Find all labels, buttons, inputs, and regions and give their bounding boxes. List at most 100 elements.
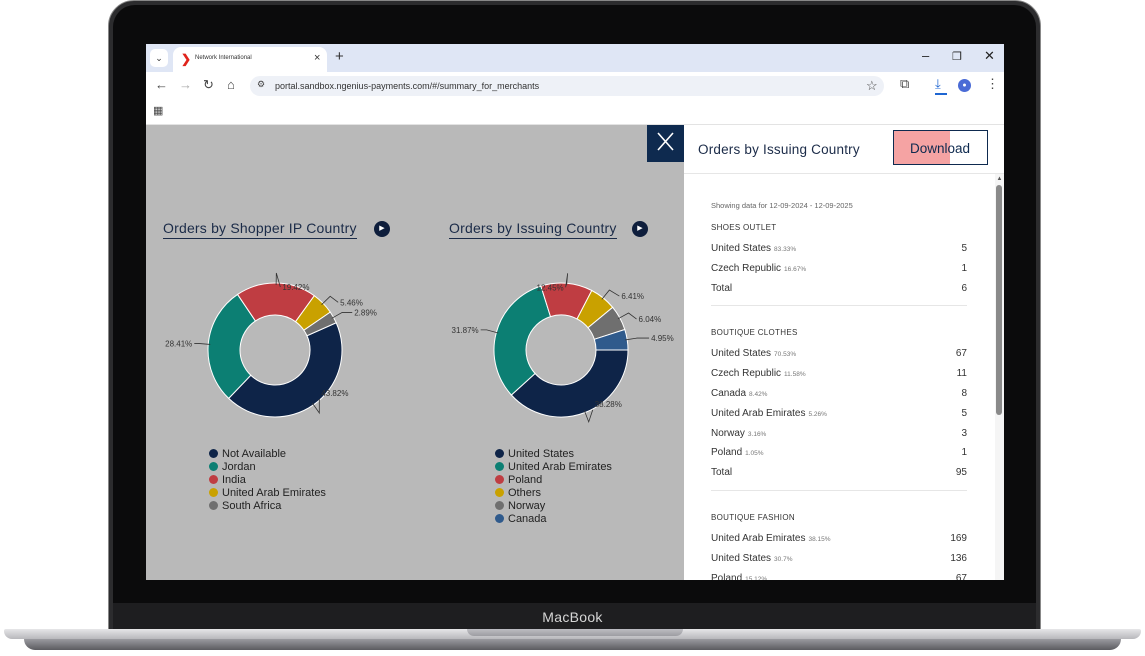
legend-swatch bbox=[209, 462, 218, 471]
slice-percent-label: 43.82% bbox=[321, 389, 348, 398]
minimize-button[interactable]: – bbox=[922, 48, 930, 63]
address-bar[interactable]: ⚙ portal.sandbox.ngenius-payments.com/#/… bbox=[250, 76, 884, 96]
legend-item[interactable]: India bbox=[209, 474, 326, 487]
country-row: United Arab Emirates 5.26% 5 bbox=[711, 408, 967, 422]
order-count: 3 bbox=[961, 427, 967, 439]
slice-leader-line bbox=[625, 337, 650, 341]
slice-leader-line bbox=[194, 343, 211, 345]
country-name: Poland bbox=[711, 572, 743, 580]
legend-label: Jordan bbox=[222, 461, 256, 473]
legend-swatch bbox=[209, 501, 218, 510]
shopper-ip-expand-icon[interactable]: ▶ bbox=[374, 221, 390, 237]
donut-slice-not-available[interactable] bbox=[227, 322, 343, 418]
close-icon bbox=[657, 132, 674, 151]
bookmark-star-icon[interactable]: ☆ bbox=[866, 78, 878, 93]
order-count: 5 bbox=[961, 243, 967, 254]
legend-label: Not Available bbox=[222, 448, 287, 460]
country-name: Total bbox=[711, 282, 733, 294]
country-row: Norway 3.16% 3 bbox=[711, 428, 967, 442]
slice-leader-line bbox=[584, 409, 594, 424]
donut-slice-united-arab-emirates[interactable] bbox=[493, 285, 552, 396]
profile-avatar[interactable]: ● bbox=[958, 79, 971, 92]
group-divider bbox=[711, 490, 967, 491]
legend-item[interactable]: Not Available bbox=[209, 448, 326, 461]
apps-grid-icon[interactable]: ▦ bbox=[153, 105, 164, 117]
slice-leader-line bbox=[275, 272, 281, 288]
legend-item[interactable]: South Africa bbox=[209, 500, 326, 513]
laptop-brand: MacBook bbox=[542, 609, 603, 625]
donut-slice-south-africa[interactable] bbox=[303, 311, 337, 337]
country-row: United States 30.7% 136 bbox=[711, 553, 967, 567]
legend-item[interactable]: Canada bbox=[495, 513, 612, 526]
country-name: United States bbox=[711, 348, 772, 360]
group-title: SHOES OUTLET bbox=[711, 223, 777, 232]
download-icon[interactable]: ⤓ bbox=[935, 76, 941, 91]
donut-slice-jordan[interactable] bbox=[207, 293, 257, 400]
legend-item[interactable]: Norway bbox=[495, 500, 612, 513]
shopper-ip-chart-title[interactable]: Orders by Shopper IP Country bbox=[163, 220, 357, 239]
download-progress-indicator bbox=[935, 93, 947, 95]
donut-slice-canada[interactable] bbox=[593, 328, 629, 351]
legend-item[interactable]: United States bbox=[495, 448, 612, 461]
issuing-chart-title[interactable]: Orders by Issuing Country bbox=[449, 220, 617, 239]
panel-body: Showing data for 12-09-2024 - 12-09-2025… bbox=[684, 174, 994, 580]
order-count: 5 bbox=[961, 407, 967, 419]
donut-slice-united-states[interactable] bbox=[510, 349, 629, 418]
issuing-legend: United States United Arab Emirates Polan… bbox=[495, 448, 612, 526]
total-row: Total 6 bbox=[711, 283, 967, 297]
legend-item[interactable]: Jordan bbox=[209, 461, 326, 474]
legend-swatch bbox=[495, 501, 504, 510]
country-row: United States 70.53% 67 bbox=[711, 348, 967, 362]
download-button[interactable]: Download bbox=[893, 130, 988, 165]
order-count: 8 bbox=[961, 388, 967, 399]
country-percent: 3.16% bbox=[747, 430, 767, 438]
tab-title: Network International bbox=[195, 55, 252, 61]
extensions-icon[interactable]: ⧉ bbox=[900, 76, 910, 91]
site-settings-icon[interactable]: ⚙ bbox=[257, 79, 266, 89]
slice-percent-label: 6.04% bbox=[639, 315, 662, 324]
country-name: Czech Republic bbox=[711, 262, 782, 274]
tab-search-button[interactable]: ⌄ bbox=[150, 49, 168, 67]
country-row: United Arab Emirates 38.15% 169 bbox=[711, 533, 967, 547]
legend-label: Others bbox=[508, 487, 542, 499]
legend-item[interactable]: United Arab Emirates bbox=[209, 487, 326, 500]
forward-icon[interactable]: → bbox=[179, 77, 192, 92]
slice-percent-label: 4.95% bbox=[651, 334, 674, 343]
reload-icon[interactable]: ↻ bbox=[203, 77, 214, 92]
slice-percent-label: 19.42% bbox=[282, 283, 309, 292]
legend-item[interactable]: Poland bbox=[495, 474, 612, 487]
legend-label: Norway bbox=[508, 500, 546, 512]
issuing-expand-icon[interactable]: ▶ bbox=[632, 221, 648, 237]
legend-swatch bbox=[495, 462, 504, 471]
close-window-button[interactable]: ✕ bbox=[984, 48, 995, 63]
country-row: Poland 1.05% 1 bbox=[711, 447, 967, 461]
issuing-donut-chart: 38.28% 31.87% 12.45% 6.41% 6.04% 4.95% bbox=[452, 273, 674, 424]
order-count: 169 bbox=[950, 533, 967, 544]
country-name: Canada bbox=[711, 388, 747, 399]
country-row: Poland 15.12% 67 bbox=[711, 573, 967, 580]
new-tab-button[interactable]: + bbox=[335, 48, 344, 65]
browser-tab[interactable]: ❯ Network International × bbox=[173, 47, 327, 72]
country-row: Canada 8.42% 8 bbox=[711, 388, 967, 402]
legend-label: United States bbox=[508, 448, 575, 460]
slice-percent-label: 38.28% bbox=[595, 400, 622, 409]
tab-close-icon[interactable]: × bbox=[314, 52, 321, 64]
restore-button[interactable]: ❐ bbox=[952, 51, 962, 63]
country-percent: 8.42% bbox=[749, 391, 768, 398]
home-icon[interactable]: ⌂ bbox=[227, 77, 235, 92]
legend-item[interactable]: Others bbox=[495, 487, 612, 500]
browser-toolbar: ← → ↻ ⌂ ⚙ portal.sandbox.ngenius-payment… bbox=[146, 72, 1004, 100]
scrollbar-thumb[interactable] bbox=[996, 185, 1002, 415]
legend-swatch bbox=[209, 488, 218, 497]
legend-swatch bbox=[495, 475, 504, 484]
close-panel-button[interactable] bbox=[647, 125, 684, 162]
scroll-up-arrow-icon[interactable]: ▲ bbox=[996, 176, 1003, 182]
order-count: 11 bbox=[956, 368, 967, 380]
menu-kebab-icon[interactable]: ⋮ bbox=[986, 76, 999, 91]
url-text[interactable]: portal.sandbox.ngenius-payments.com/#/su… bbox=[275, 81, 540, 91]
legend-label: India bbox=[222, 474, 246, 486]
shopper-ip-donut-chart: 43.82% 28.41% 19.42% 5.46%2.89% bbox=[165, 272, 377, 418]
legend-label: Poland bbox=[508, 474, 543, 486]
legend-item[interactable]: United Arab Emirates bbox=[495, 461, 612, 474]
back-icon[interactable]: ← bbox=[155, 77, 168, 92]
